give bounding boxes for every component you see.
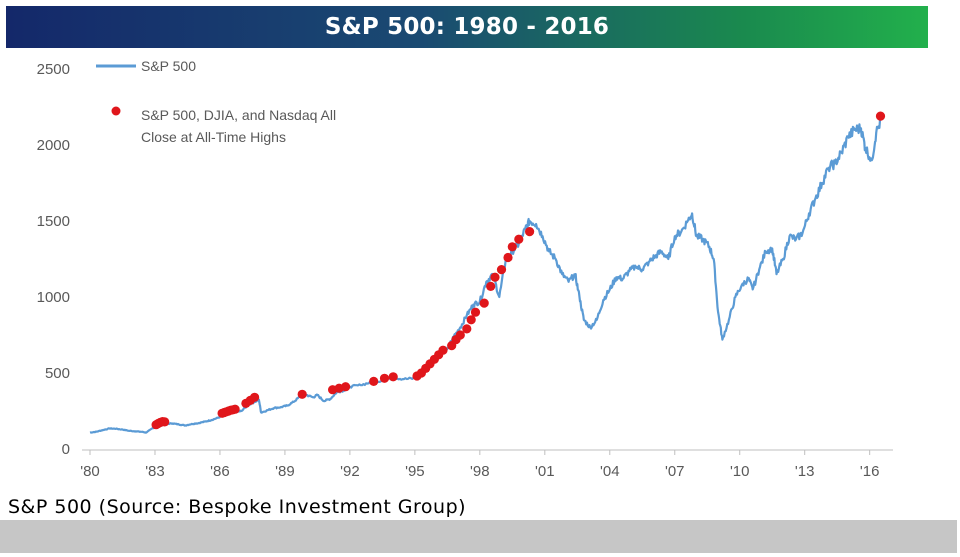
x-tick-label-12: '16 (860, 463, 880, 480)
y-tick-label-2: 1000 (37, 289, 70, 306)
chart-title: S&P 500: 1980 - 2016 (6, 6, 928, 48)
x-tick-label-7: '01 (535, 463, 555, 480)
high-marker-33 (466, 315, 476, 325)
figure-caption: S&P 500 (Source: Bespoke Investment Grou… (8, 496, 467, 518)
legend-label-highs-line1: S&P 500, DJIA, and Nasdaq All (141, 107, 336, 123)
x-tick-label-0: '80 (80, 463, 100, 480)
y-tick-label-5: 2500 (37, 61, 70, 78)
x-tick-label-4: '92 (340, 463, 360, 480)
legend-label-sp500: S&P 500 (141, 58, 196, 74)
y-axis: 0 500 1000 1500 2000 2500 (37, 61, 70, 458)
high-marker-4 (160, 417, 170, 427)
series-sp500 (89, 114, 884, 434)
x-tick-label-5: '95 (405, 463, 425, 480)
high-marker-32 (462, 324, 472, 334)
high-marker-11 (230, 404, 240, 414)
legend: S&P 500 S&P 500, DJIA, and Nasdaq All Cl… (96, 58, 336, 145)
y-tick-label-4: 2000 (37, 137, 70, 154)
legend-label-highs-line2: Close at All-Time Highs (141, 129, 286, 145)
high-marker-14 (250, 392, 260, 402)
high-marker-36 (486, 281, 496, 291)
x-axis: '80 '83 '86 '89 '92 '95 '98 '01 '04 '07 '10 '13 '16 (80, 449, 893, 480)
x-tick-label-8: '04 (600, 463, 620, 480)
high-marker-15 (297, 389, 307, 399)
x-tick-label-11: '13 (795, 463, 815, 480)
y-tick-label-1: 500 (45, 365, 70, 382)
x-tick-label-6: '98 (470, 463, 490, 480)
high-marker-39 (503, 252, 513, 263)
high-marker-35 (479, 298, 489, 308)
y-tick-label-0: 0 (62, 441, 70, 458)
series-all-time-highs (151, 111, 886, 430)
high-marker-37 (490, 272, 500, 282)
high-marker-42 (525, 227, 535, 237)
x-tick-label-1: '83 (145, 463, 165, 480)
x-tick-label-10: '10 (730, 463, 750, 480)
x-tick-label-2: '86 (210, 463, 230, 480)
footer-bar (0, 520, 957, 553)
x-tick-label-9: '07 (665, 463, 685, 480)
high-marker-40 (507, 242, 517, 252)
high-marker-43 (875, 111, 886, 121)
high-marker-18 (341, 382, 351, 392)
high-marker-31 (455, 330, 465, 340)
high-marker-38 (496, 265, 507, 275)
legend-marker-swatch (111, 106, 121, 116)
high-marker-19 (369, 376, 379, 386)
high-marker-21 (388, 372, 398, 382)
high-marker-41 (514, 234, 524, 244)
sp500-line (89, 114, 884, 434)
y-tick-label-3: 1500 (37, 213, 70, 230)
high-marker-20 (379, 373, 390, 383)
x-tick-label-3: '89 (275, 463, 295, 480)
high-marker-34 (470, 307, 481, 317)
high-marker-28 (438, 345, 448, 355)
